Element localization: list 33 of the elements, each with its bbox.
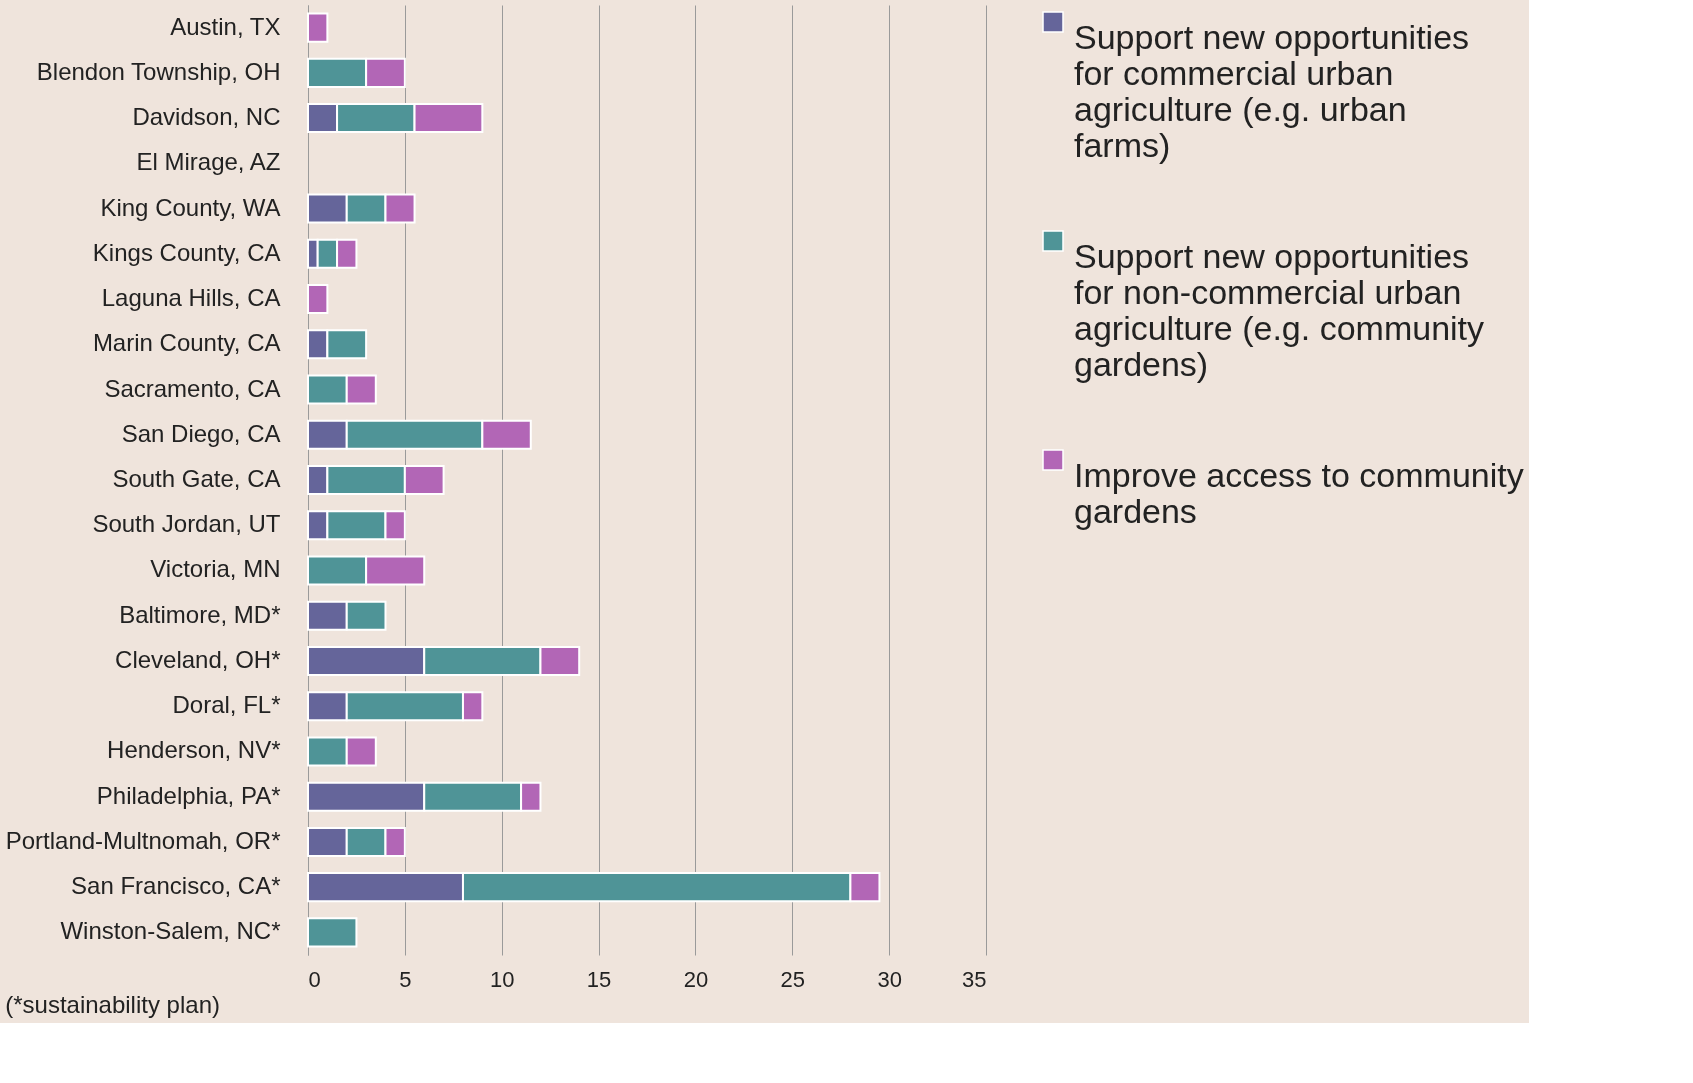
y-tick-label: Blendon Township, OH	[36, 57, 281, 85]
y-tick-label: El Mirage, AZ	[136, 148, 281, 176]
y-tick-label: Davidson, NC	[132, 103, 281, 131]
y-tick-label: San Francisco, CA*	[71, 872, 281, 900]
y-tick-label: Austin, TX	[170, 12, 281, 40]
y-tick-label: San Diego, CA	[121, 419, 281, 447]
y-tick-label: Doral, FL*	[172, 691, 281, 719]
x-tick-label: 5	[399, 966, 412, 992]
y-tick-label: King County, WA	[100, 193, 281, 221]
x-tick-label: 0	[308, 966, 321, 992]
x-tick-label: 20	[683, 966, 709, 992]
x-tick-label: 25	[780, 966, 806, 992]
y-tick-label: Henderson, NV*	[107, 736, 281, 764]
y-tick-label: Sacramento, CA	[104, 374, 281, 402]
y-tick-label: Philadelphia, PA*	[96, 781, 281, 809]
y-tick-label: Kings County, CA	[92, 238, 281, 266]
legend-label: Improve access to community gardens	[1074, 456, 1524, 530]
x-tick-label: 35	[962, 966, 987, 992]
x-tick-label: 15	[586, 966, 612, 992]
legend-label: Support new opportunities for commercial urban agriculture (e.g. urban farms)	[1074, 18, 1470, 164]
y-tick-label: Laguna Hills, CA	[101, 284, 281, 312]
y-tick-label: Baltimore, MD*	[119, 600, 281, 628]
y-tick-label: Portland-Multnomah, OR*	[5, 826, 281, 854]
y-tick-label: Victoria, MN	[150, 555, 281, 583]
y-tick-label: Marin County, CA	[92, 329, 281, 357]
text: (*sustainability plan)	[5, 991, 220, 1018]
x-tick-label: 30	[877, 966, 902, 992]
x-tick-label: 10	[489, 966, 515, 992]
y-tick-label: South Gate, CA	[112, 465, 281, 492]
legend-label: Support new opportunities for non-commercial urban agriculture (e.g. community gardens)	[1074, 237, 1485, 383]
y-tick-label: Winston-Salem, NC*	[60, 917, 281, 945]
y-tick-label: Cleveland, OH*	[115, 645, 281, 673]
y-tick-label: South Jordan, UT	[92, 510, 281, 538]
